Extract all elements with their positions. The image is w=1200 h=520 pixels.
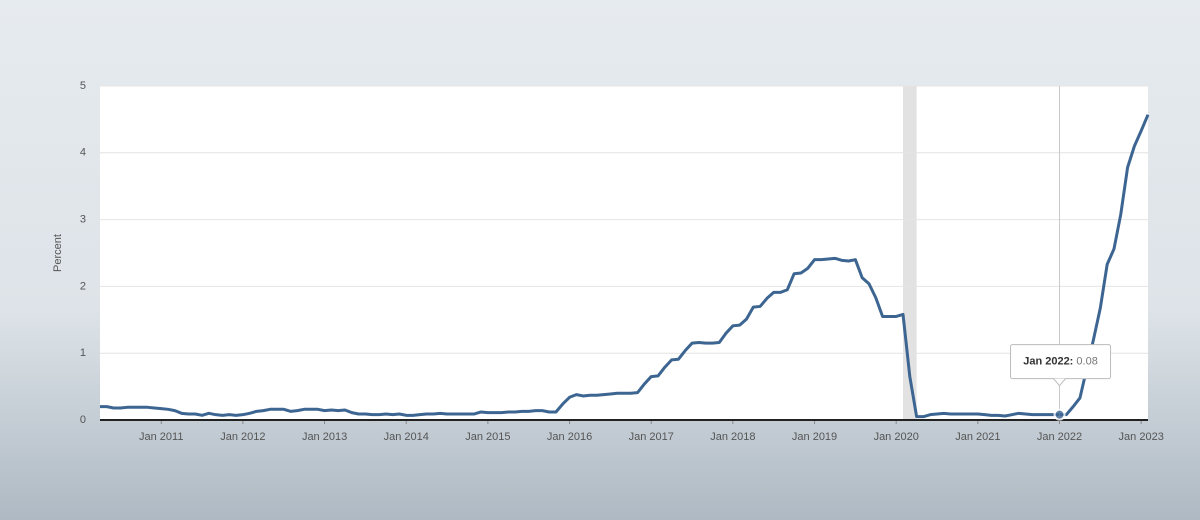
x-tick-label: Jan 2023 <box>1119 431 1164 443</box>
data-line <box>100 114 1150 419</box>
x-tick-label: Jan 2018 <box>710 431 755 443</box>
plot-area <box>100 86 1148 420</box>
tooltip-label: Jan 2022: <box>1023 356 1073 368</box>
y-tick-label: 0 <box>80 414 86 426</box>
x-tick-label: Jan 2015 <box>465 431 510 443</box>
tooltip-pointer <box>1053 378 1066 387</box>
x-tick-label: Jan 2011 <box>139 431 183 443</box>
y-tick-label: 4 <box>80 147 86 159</box>
y-tick-label: 1 <box>80 347 86 359</box>
x-tick-label: Jan 2019 <box>792 431 837 443</box>
x-tick-label: Jan 2014 <box>384 431 429 443</box>
x-tick-label: Jan 2012 <box>220 431 265 443</box>
y-tick-label: 5 <box>80 80 86 92</box>
x-tick-label: Jan 2022 <box>1037 431 1082 443</box>
tooltip-value: 0.08 <box>1076 356 1097 368</box>
hover-point <box>1053 408 1066 421</box>
x-tick-label: Jan 2017 <box>629 431 674 443</box>
x-tick-label: Jan 2016 <box>547 431 592 443</box>
y-axis-label: Percent <box>52 234 64 272</box>
x-tick-label: Jan 2021 <box>955 431 1000 443</box>
x-tick-label: Jan 2020 <box>874 431 919 443</box>
tooltip-text: Jan 2022: 0.08 <box>1023 356 1098 368</box>
x-tick-label: Jan 2013 <box>302 431 347 443</box>
y-tick-label: 2 <box>80 280 86 292</box>
y-tick-label: 3 <box>80 214 86 226</box>
